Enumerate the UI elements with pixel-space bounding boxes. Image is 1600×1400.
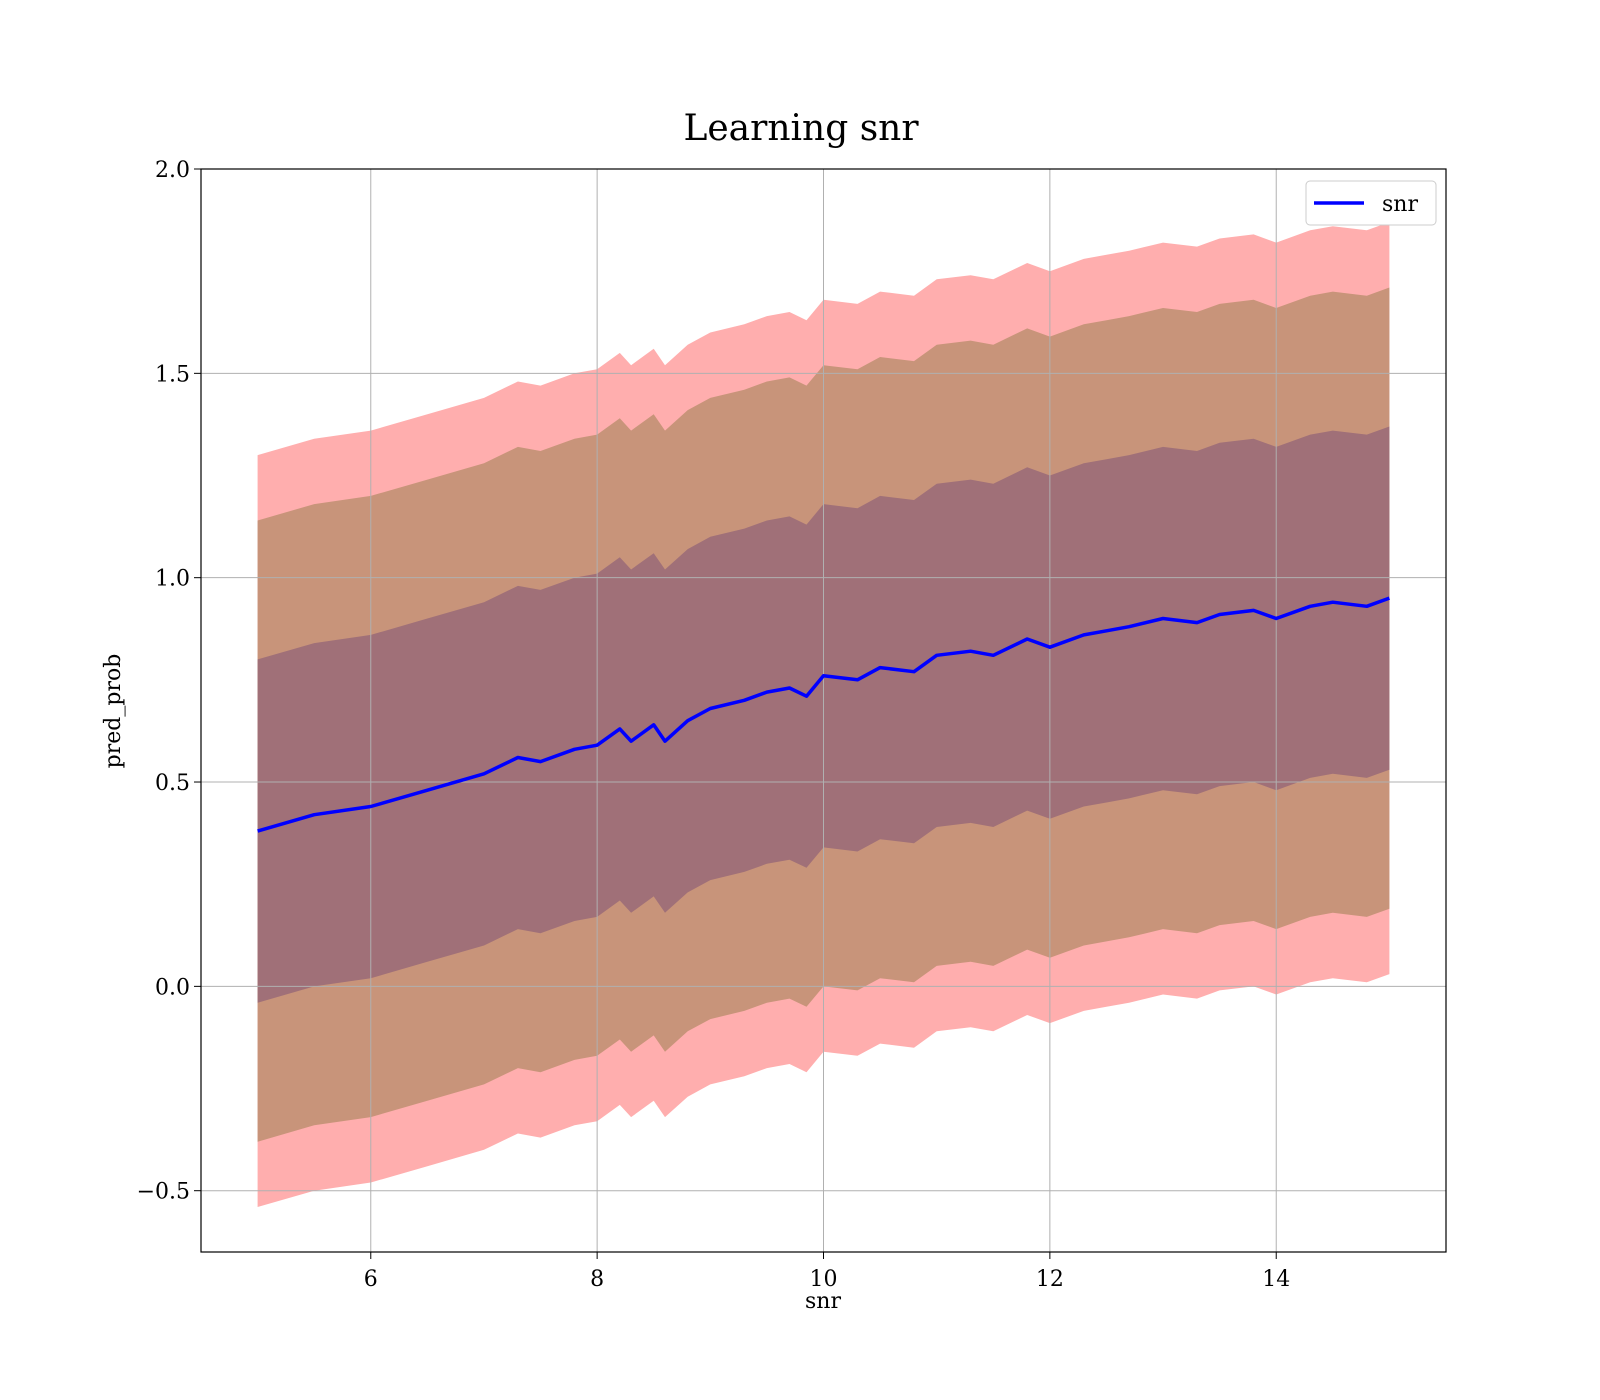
y-tick-label-4: 1.5 [155,362,190,387]
y-tick-label-0: −0.5 [137,1180,190,1205]
series-line-snr [257,596,1390,833]
y-tick-label-2: 0.5 [155,771,190,796]
x-tick-label-1: 8 [590,1267,604,1292]
y-tick-label-3: 1.0 [155,567,190,592]
y-axis-label: pred_prob [101,654,126,769]
x-tick-label-0: 6 [364,1267,378,1292]
plot-area [200,168,1447,1253]
x-tick-label-2: 10 [810,1267,838,1292]
y-tick-label-5: 2.0 [155,158,190,183]
x-axis-ticks: 6 8 10 12 14 [364,1252,1290,1292]
legend-label-snr: snr [1382,192,1418,217]
x-tick-label-3: 12 [1036,1267,1064,1292]
x-tick-label-4: 14 [1262,1267,1290,1292]
y-axis-ticks: −0.5 0.0 0.5 1.0 1.5 2.0 [137,158,201,1205]
chart-title: Learning snr [683,108,919,149]
y-tick-label-1: 0.0 [155,975,190,1000]
x-axis-label: snr [805,1289,841,1314]
series-lines [257,596,1390,833]
legend: snr [1305,180,1437,226]
legend-box [1305,180,1437,226]
